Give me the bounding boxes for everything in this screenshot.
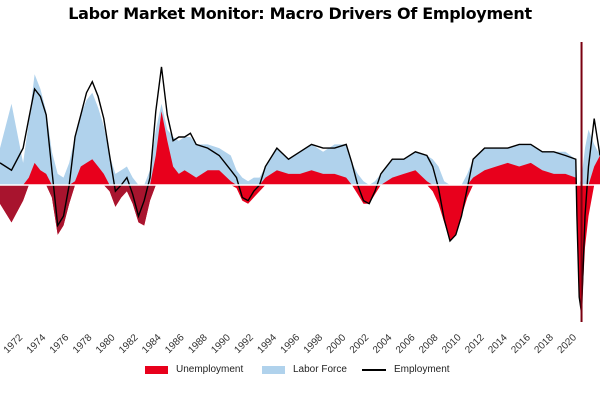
chart-legend: Unemployment Labor Force Employment <box>0 364 600 384</box>
x-tick-label: 1978 <box>71 332 95 356</box>
x-tick-label: 1984 <box>140 332 164 356</box>
legend-swatch-unemployment <box>145 365 168 374</box>
x-tick-label: 2002 <box>348 332 372 356</box>
x-tick-label: 2014 <box>486 332 510 356</box>
x-tick-label: 2000 <box>325 332 349 356</box>
x-tick-label: 2012 <box>463 332 487 356</box>
legend-swatch-labor-force <box>262 365 285 374</box>
legend-swatch-employment <box>362 368 386 371</box>
legend-label-employment: Employment <box>394 364 450 375</box>
x-tick-label: 1998 <box>302 332 326 356</box>
x-tick-label: 2016 <box>509 332 533 356</box>
x-tick-label: 1976 <box>48 332 72 356</box>
x-tick-label: 1986 <box>163 332 187 356</box>
x-tick-label: 2004 <box>371 332 395 356</box>
legend-label-unemployment: Unemployment <box>176 364 244 375</box>
x-tick-label: 1988 <box>186 332 210 356</box>
x-tick-label: 1972 <box>2 332 26 356</box>
legend-item-employment: Employment <box>362 364 450 375</box>
x-tick-label: 2010 <box>440 332 464 356</box>
x-tick-label: 2008 <box>417 332 441 356</box>
series-area-unemployment-positive <box>0 111 600 185</box>
x-tick-label: 1994 <box>256 332 280 356</box>
legend-item-labor-force: Labor Force <box>262 364 347 375</box>
x-tick-label: 1974 <box>25 332 49 356</box>
x-tick-label: 2020 <box>556 332 580 356</box>
x-tick-label: 1980 <box>94 332 118 356</box>
chart-title: Labor Market Monitor: Macro Drivers Of E… <box>68 4 532 23</box>
x-tick-label: 1990 <box>209 332 233 356</box>
legend-label-labor-force: Labor Force <box>293 364 347 375</box>
series-area-unemployment-negative-early <box>0 185 174 235</box>
series-line-employment <box>0 66 600 313</box>
x-tick-label: 1992 <box>232 332 256 356</box>
legend-item-unemployment: Unemployment <box>145 364 243 375</box>
series-area-unemployment-negative <box>0 185 600 316</box>
x-tick-label: 1996 <box>279 332 303 356</box>
x-tick-label: 2018 <box>532 332 556 356</box>
x-tick-label: 2006 <box>394 332 418 356</box>
x-tick-label: 1982 <box>117 332 141 356</box>
